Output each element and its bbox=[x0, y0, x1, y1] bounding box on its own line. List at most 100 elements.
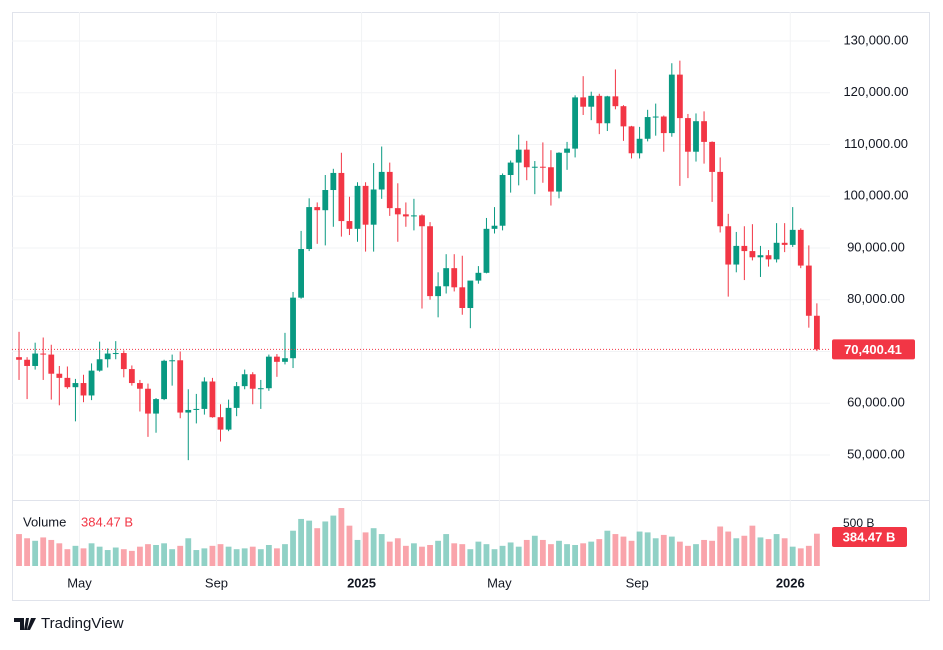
volume-bar bbox=[757, 537, 764, 566]
volume-bar bbox=[789, 546, 796, 566]
candle-body bbox=[781, 242, 788, 245]
volume-legend-value: 384.47 B bbox=[81, 514, 133, 529]
candle-body bbox=[338, 172, 345, 222]
volume-bar bbox=[64, 549, 71, 566]
candle-body bbox=[725, 226, 732, 265]
volume-bar bbox=[346, 525, 353, 566]
candle-body bbox=[580, 97, 587, 107]
candle-body bbox=[322, 190, 329, 211]
volume-bar bbox=[443, 534, 450, 566]
candle-body bbox=[548, 167, 554, 192]
volume-bar bbox=[580, 543, 587, 566]
volume-bar bbox=[137, 546, 143, 566]
candle-body bbox=[467, 280, 474, 309]
brand-name: TradingView bbox=[41, 615, 124, 632]
x-tick-label: May bbox=[67, 575, 92, 590]
candle-body bbox=[274, 356, 280, 362]
volume-bar bbox=[491, 549, 498, 566]
volume-bar bbox=[725, 531, 732, 566]
volume-bar bbox=[169, 549, 176, 566]
candle-body bbox=[362, 185, 369, 225]
volume-bar bbox=[419, 546, 425, 566]
volume-bar bbox=[274, 548, 280, 566]
candle-body bbox=[757, 255, 764, 258]
candle-body bbox=[531, 166, 538, 168]
last-price-label: 70,400.41 bbox=[844, 342, 902, 357]
volume-bar bbox=[338, 508, 345, 566]
volume-bar bbox=[354, 539, 361, 566]
volume-bar bbox=[604, 530, 611, 566]
candle-body bbox=[24, 359, 30, 366]
candle-body bbox=[112, 353, 119, 355]
volume-bar bbox=[24, 538, 30, 566]
candle-body bbox=[765, 255, 772, 260]
candle-body bbox=[265, 356, 272, 389]
candle-body bbox=[153, 399, 159, 414]
brand-logo bbox=[14, 618, 36, 630]
candle-body bbox=[749, 251, 756, 258]
volume-bar bbox=[644, 532, 651, 566]
marks bbox=[12, 60, 830, 566]
volume-bar bbox=[475, 541, 482, 566]
candle-body bbox=[64, 377, 71, 388]
candle-body bbox=[660, 116, 667, 134]
candle-body bbox=[378, 171, 385, 190]
candle-body bbox=[306, 207, 313, 250]
candle-body bbox=[217, 417, 224, 430]
volume-bar bbox=[749, 525, 756, 566]
volume-bar bbox=[741, 535, 748, 566]
volume-bar bbox=[773, 534, 780, 566]
volume-bar bbox=[781, 538, 788, 566]
volume-bar bbox=[556, 540, 562, 566]
y-tick-label: 120,000.00 bbox=[843, 84, 908, 99]
volume-bar bbox=[322, 521, 329, 566]
volume-bar bbox=[185, 538, 192, 566]
volume-bar bbox=[161, 543, 167, 566]
volume-bar bbox=[459, 544, 466, 566]
volume-bar bbox=[40, 537, 47, 566]
candle-body bbox=[40, 353, 47, 355]
brand: TradingView bbox=[14, 615, 124, 632]
volume-bar bbox=[596, 539, 603, 566]
y-tick-label: 80,000.00 bbox=[847, 291, 905, 306]
volume-bar bbox=[548, 544, 554, 566]
candle-body bbox=[80, 383, 87, 396]
volume-bar bbox=[805, 545, 812, 566]
volume-bar bbox=[467, 549, 474, 566]
candle-body bbox=[515, 149, 522, 163]
volume-bar bbox=[451, 543, 458, 566]
candle-body bbox=[499, 175, 506, 226]
candle-body bbox=[419, 215, 425, 227]
volume-bar bbox=[612, 534, 619, 566]
volume-bar bbox=[507, 542, 514, 566]
x-tick-label: 2026 bbox=[776, 575, 805, 590]
volume-bar bbox=[531, 535, 538, 566]
volume-bar bbox=[515, 546, 522, 566]
volume-bar bbox=[435, 540, 442, 566]
candle-body bbox=[459, 287, 466, 309]
volume-bar bbox=[813, 533, 820, 566]
candle-body bbox=[483, 228, 490, 273]
volume-bar bbox=[193, 550, 200, 566]
y-tick-label: 100,000.00 bbox=[843, 188, 908, 203]
volume-bar bbox=[378, 534, 385, 566]
candle-body bbox=[128, 369, 135, 384]
volume-bar bbox=[717, 526, 724, 566]
candle-body bbox=[201, 381, 208, 409]
candle-body bbox=[668, 74, 675, 134]
volume-bar bbox=[523, 539, 530, 566]
candle-body bbox=[773, 242, 780, 260]
x-tick-label: 2025 bbox=[347, 575, 376, 590]
grid bbox=[12, 12, 830, 566]
candle-body bbox=[290, 297, 296, 359]
candle-body bbox=[628, 126, 635, 154]
volume-bar bbox=[120, 549, 127, 566]
candle-body bbox=[805, 265, 812, 316]
volume-bar bbox=[80, 548, 87, 566]
volume-bar bbox=[88, 543, 95, 566]
volume-bar bbox=[32, 540, 39, 566]
candle-body bbox=[177, 360, 184, 413]
volume-badge bbox=[832, 527, 907, 547]
candle-body bbox=[475, 272, 482, 281]
volume-bar bbox=[628, 540, 635, 566]
